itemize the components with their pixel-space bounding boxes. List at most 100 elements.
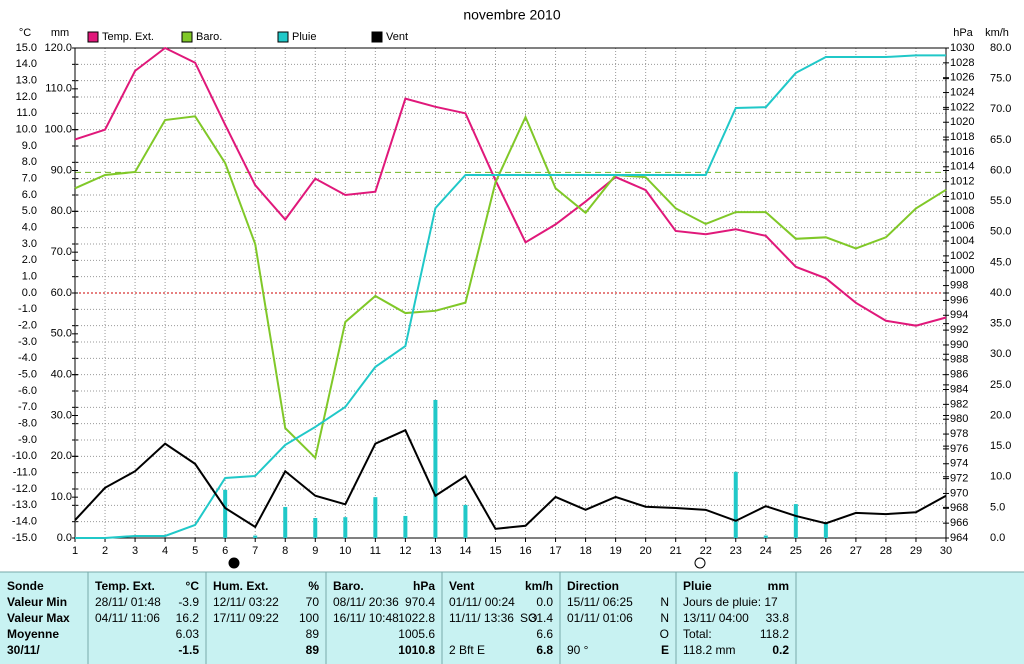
x-tick-label: 30	[940, 545, 952, 557]
y-tick-label: 40.0	[990, 287, 1011, 299]
column-header: Direction	[567, 579, 619, 593]
series-line	[74, 428, 947, 530]
x-tick-label: 29	[910, 545, 922, 557]
axis-unit: °C	[19, 27, 31, 39]
y-tick-label: 1008	[950, 205, 974, 217]
y-tick-label: -5.0	[18, 369, 37, 381]
cell-text: Valeur Min	[7, 595, 67, 609]
cell-value: 6.03	[176, 627, 200, 641]
y-tick-label: 982	[950, 398, 968, 410]
y-tick-label: 75.0	[990, 73, 1011, 85]
legend-swatch	[371, 31, 383, 43]
column-unit: hPa	[413, 579, 435, 593]
y-tick-label: 10.0	[16, 124, 37, 136]
cell-value: -3.9	[178, 595, 199, 609]
x-tick-label: 26	[820, 545, 832, 557]
y-tick-label: 120.0	[44, 42, 72, 54]
y-tick-label: 1022	[950, 101, 974, 113]
cell-value: E	[661, 643, 669, 657]
x-tick-label: 7	[252, 545, 258, 557]
y-tick-label: 1014	[950, 161, 974, 173]
y-tick-label: 13.0	[16, 75, 37, 87]
x-tick-label: 13	[429, 545, 441, 557]
x-tick-label: 5	[192, 545, 198, 557]
y-tick-label: 1026	[950, 72, 974, 84]
y-tick-label: 1000	[950, 265, 974, 277]
y-tick-label: 80.0	[51, 205, 72, 217]
cell-value: 6.8	[536, 643, 553, 657]
y-tick-label: 5.0	[990, 501, 1005, 513]
y-tick-label: 964	[950, 532, 968, 544]
cell-value: 70	[306, 595, 320, 609]
x-tick-label: 6	[222, 545, 228, 557]
y-tick-label: 5.0	[22, 205, 37, 217]
rain-bar	[823, 522, 828, 538]
x-tick-label: 20	[640, 545, 652, 557]
y-tick-label: 70.0	[51, 246, 72, 258]
y-tick-label: 992	[950, 324, 968, 336]
moon-icon	[228, 557, 240, 569]
y-tick-label: 9.0	[22, 140, 37, 152]
y-tick-label: 20.0	[990, 409, 1011, 421]
y-tick-label: 970	[950, 487, 968, 499]
legend-label: Baro.	[196, 31, 222, 43]
y-tick-label: 0.0	[57, 532, 72, 544]
y-tick-label: 998	[950, 279, 968, 291]
rain-bar	[343, 517, 348, 538]
y-tick-label: 988	[950, 354, 968, 366]
cell-text: Total:	[683, 627, 712, 641]
cell-text: 118.2 mm	[683, 643, 735, 657]
cell-value: 1005.6	[398, 627, 435, 641]
y-tick-label: 65.0	[990, 134, 1011, 146]
y-tick-label: 30.0	[990, 348, 1011, 360]
rain-bar	[313, 517, 318, 538]
legend-swatch	[277, 31, 289, 43]
x-tick-label: 25	[790, 545, 802, 557]
y-tick-label: -15.0	[12, 532, 37, 544]
cell-text: 2 Bft E	[449, 643, 485, 657]
axis-unit: hPa	[953, 27, 973, 39]
y-tick-label: -8.0	[18, 418, 37, 430]
x-tick-label: 27	[850, 545, 862, 557]
x-tick-label: 12	[399, 545, 411, 557]
y-tick-label: 984	[950, 383, 968, 395]
rain-bar	[223, 489, 228, 538]
cell-value: -1.5	[178, 643, 199, 657]
y-tick-label: -9.0	[18, 434, 37, 446]
x-tick-label: 11	[370, 545, 381, 557]
rain-bar	[373, 497, 378, 538]
rain-bar	[733, 471, 738, 538]
cell-value: 0.0	[536, 595, 553, 609]
y-tick-label: 986	[950, 369, 968, 381]
rain-bar	[763, 535, 768, 538]
cell-value: 118.2	[760, 627, 789, 641]
x-tick-label: 14	[459, 545, 471, 557]
legend-label: Temp. Ext.	[102, 31, 154, 43]
cell-value: 31.4	[530, 611, 554, 625]
y-tick-label: 60.0	[51, 287, 72, 299]
y-tick-label: 1006	[950, 220, 974, 232]
y-tick-label: 90.0	[51, 164, 72, 176]
y-tick-label: 25.0	[990, 379, 1011, 391]
y-tick-label: 968	[950, 502, 968, 514]
x-tick-label: 24	[760, 545, 772, 557]
y-tick-label: -12.0	[12, 483, 37, 495]
cell-value: N	[660, 611, 669, 625]
column-unit: °C	[186, 579, 200, 593]
y-tick-label: -10.0	[12, 450, 37, 462]
x-tick-label: 15	[489, 545, 501, 557]
y-tick-label: 1010	[950, 190, 974, 202]
y-tick-label: 30.0	[51, 409, 72, 421]
x-tick-label: 8	[282, 545, 288, 557]
y-tick-label: 15.0	[990, 440, 1011, 452]
cell-value: O	[660, 627, 669, 641]
cell-date: 11/11/ 13:36	[449, 611, 514, 625]
y-tick-label: 1002	[950, 250, 974, 262]
y-tick-label: 45.0	[990, 256, 1011, 268]
y-tick-label: 14.0	[16, 58, 37, 70]
y-tick-label: 55.0	[990, 195, 1011, 207]
cell-value: 0.2	[772, 643, 789, 657]
y-tick-label: 1030	[950, 42, 974, 54]
y-tick-label: 50.0	[51, 328, 72, 340]
